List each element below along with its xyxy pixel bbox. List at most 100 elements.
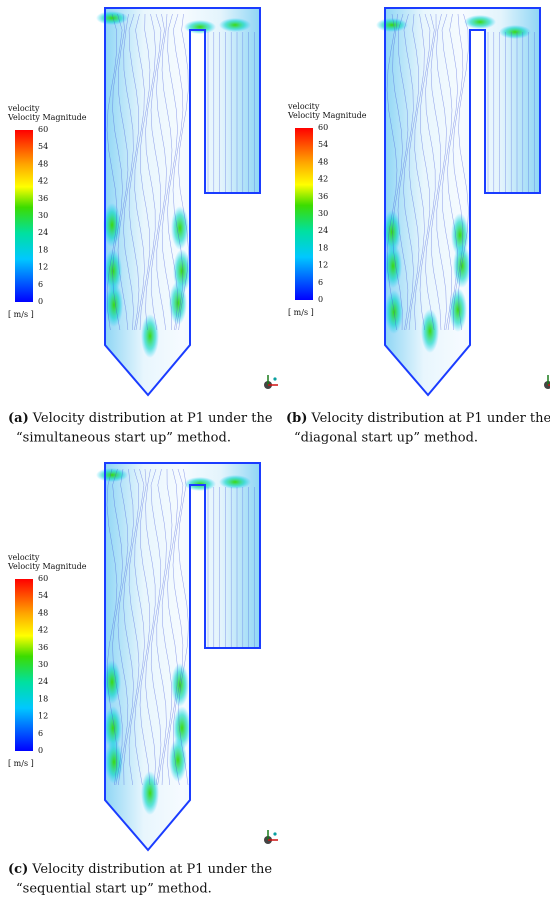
contour-line [156,468,167,786]
colorbar-tick-label: 18 [318,243,328,252]
contour-line [161,468,173,786]
colorbar-tick-label: 24 [38,228,48,237]
legend-title: velocity [7,553,40,562]
colorbar-tick-label: 54 [38,591,48,600]
contour-line [452,13,464,331]
high-velocity-zone [219,475,251,489]
contour-line [150,13,162,331]
high-velocity-zone [105,740,123,784]
contour-line [425,13,436,331]
contour-line [172,468,184,786]
colorbar-tick-label: 18 [38,694,48,703]
contour-line [397,13,409,331]
boiler-fill [105,8,260,395]
contour-line [458,13,469,331]
contour-line [172,13,184,331]
axis-icon [273,377,277,381]
colorbar-tick-label: 42 [318,175,328,184]
high-velocity-zone [169,281,187,325]
contour-line [117,13,129,331]
contour-line [447,13,458,331]
contour-line [145,468,156,786]
colorbar-tick-label: 36 [38,643,48,652]
contour-line [128,468,140,786]
contour-line [128,13,140,331]
caption-label: (a) [8,411,29,426]
colorbar-tick-label: 6 [38,729,43,738]
high-velocity-zone [184,20,216,34]
colorbar-tick-label: 0 [38,746,43,755]
high-velocity-zone [383,210,401,254]
contour-line [430,13,442,331]
legend-subtitle: Velocity Magnitude [7,113,87,122]
colorbar-tick-label: 60 [318,123,328,132]
contour-line [123,13,134,331]
colorbar [15,579,33,751]
boiler-outline [104,462,261,852]
colorbar-tick-label: 36 [318,192,328,201]
high-velocity-zone [453,244,471,288]
colorbar-tick-label: 48 [38,608,48,617]
colorbar-tick-label: 12 [38,712,48,721]
contour-line [150,468,162,786]
colorbar-tick-label: 24 [318,226,328,235]
contour-line [178,13,189,331]
colorbar-tick-label: 30 [318,209,328,218]
caption-label: (c) [8,862,28,877]
caption-text: Velocity distribution at P1 under the [310,411,550,426]
high-velocity-zone [421,309,439,353]
high-velocity-zone [104,706,122,750]
boiler-outline [384,7,541,397]
high-velocity-zone [464,15,496,29]
boiler-outline [104,7,261,397]
contour-line [419,13,431,331]
axis-icon [273,832,277,836]
colorbar-tick-label: 36 [38,194,48,203]
colorbar-tick-label: 0 [318,295,323,304]
contour-line [167,468,178,786]
caption-line: (a) Velocity distribution at P1 under the [8,411,273,426]
high-velocity-zone [219,18,251,32]
contour-line [392,13,403,331]
high-velocity-zone [499,25,531,39]
legend-title: velocity [7,104,40,113]
contour-line [134,468,145,786]
contour-line [139,13,151,331]
colorbar-unit: [ m/s ] [8,310,34,319]
contour-line [123,468,134,786]
contour-line [386,13,398,331]
high-velocity-zone [141,314,159,358]
contour-line [145,13,156,331]
contour-line [117,468,129,786]
colorbar-unit: [ m/s ] [8,759,34,768]
colorbar-tick-label: 30 [38,660,48,669]
colorbar-tick-label: 48 [38,159,48,168]
colorbar-tick-label: 0 [38,297,43,306]
contour-line [436,13,447,331]
colorbar-tick-label: 60 [38,574,48,583]
contour-line [414,13,425,331]
high-velocity-zone [105,283,123,327]
high-velocity-zone [449,288,467,332]
colorbar-tick-label: 54 [38,142,48,151]
colorbar [295,128,313,300]
high-velocity-zone [96,468,128,482]
contour-line [156,13,167,331]
caption-line: (c) Velocity distribution at P1 under the [8,862,272,877]
colorbar-tick-label: 6 [38,280,43,289]
boiler-fill [385,8,540,395]
colorbar-tick-label: 12 [318,261,328,270]
colorbar-tick-label: 60 [38,125,48,134]
colorbar-tick-label: 30 [38,211,48,220]
colorbar-tick-label: 24 [38,677,48,686]
caption-line: (b) Velocity distribution at P1 under the [286,411,550,426]
legend-subtitle: Velocity Magnitude [7,562,87,571]
high-velocity-zone [171,663,189,707]
legend-subtitle: Velocity Magnitude [287,111,367,120]
colorbar-tick-label: 12 [38,263,48,272]
caption-text: Velocity distribution at P1 under the [31,862,272,877]
contour-line [112,468,123,786]
